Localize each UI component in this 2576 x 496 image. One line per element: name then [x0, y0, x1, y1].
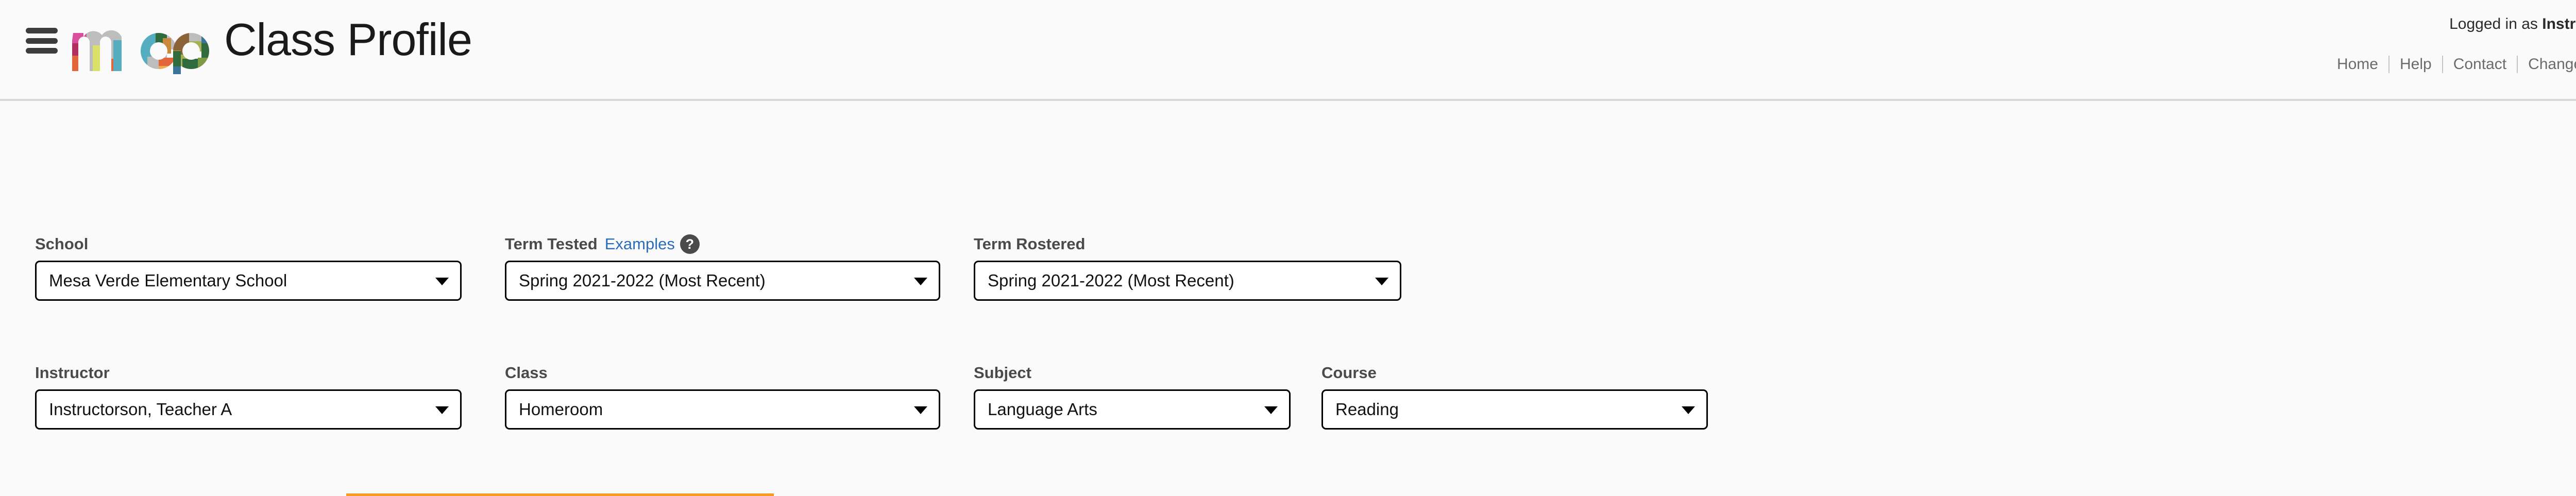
utility-nav: Home Help Contact Change Password Logout	[2327, 56, 2576, 73]
subject-select-value: Language Arts	[988, 400, 1097, 419]
app-header: Class Profile Logged in as Instructorson…	[0, 0, 2576, 101]
hamburger-bar	[26, 28, 58, 33]
hamburger-menu-icon[interactable]	[26, 28, 58, 54]
course-label: Course	[1321, 364, 1377, 382]
chevron-down-icon	[1682, 406, 1695, 414]
map-logo[interactable]	[72, 14, 211, 74]
help-icon[interactable]: ?	[680, 234, 700, 254]
field-class: Class Homeroom	[505, 363, 940, 430]
term-tested-select[interactable]: Spring 2021-2022 (Most Recent)	[505, 261, 940, 301]
chevron-down-icon	[435, 278, 449, 285]
nav-divider	[2517, 56, 2518, 73]
nav-link-home[interactable]: Home	[2336, 56, 2378, 73]
nav-link-contact[interactable]: Contact	[2453, 56, 2507, 73]
chevron-down-icon	[435, 406, 449, 414]
instructor-select-value: Instructorson, Teacher A	[49, 400, 232, 419]
field-course: Course Reading	[1321, 363, 1708, 430]
term-tested-label-text: Term Tested	[505, 235, 598, 253]
subject-select[interactable]: Language Arts	[974, 389, 1291, 430]
chevron-down-icon	[914, 278, 927, 285]
field-subject: Subject Language Arts	[974, 363, 1291, 430]
school-label: School	[35, 235, 89, 253]
instructor-select[interactable]: Instructorson, Teacher A	[35, 389, 462, 430]
hamburger-bar	[26, 48, 58, 54]
term-rostered-select-value: Spring 2021-2022 (Most Recent)	[988, 271, 1234, 290]
nav-link-help[interactable]: Help	[2399, 56, 2432, 73]
nav-divider	[2442, 56, 2443, 73]
field-term-rostered: Term Rostered Spring 2021-2022 (Most Rec…	[974, 234, 1401, 301]
field-instructor: Instructor Instructorson, Teacher A	[35, 363, 462, 430]
chevron-down-icon	[1264, 406, 1278, 414]
field-term-tested: Term Tested Examples ? Spring 2021-2022 …	[505, 234, 940, 301]
logged-in-status: Logged in as Instructorson, Teacher A	[2449, 15, 2576, 33]
term-rostered-select[interactable]: Spring 2021-2022 (Most Recent)	[974, 261, 1401, 301]
examples-link[interactable]: Examples	[604, 235, 675, 253]
term-tested-label: Term Tested Examples ?	[505, 234, 940, 254]
instructor-label: Instructor	[35, 364, 110, 382]
chevron-down-icon	[1375, 278, 1388, 285]
school-select[interactable]: Mesa Verde Elementary School	[35, 261, 462, 301]
class-label: Class	[505, 364, 548, 382]
class-select-value: Homeroom	[519, 400, 603, 419]
hamburger-bar	[26, 38, 58, 44]
nav-divider	[2388, 56, 2389, 73]
field-school: School Mesa Verde Elementary School	[35, 234, 462, 301]
logo-letter-m	[72, 30, 122, 72]
class-select[interactable]: Homeroom	[505, 389, 940, 430]
logo-letter-p-stem	[173, 51, 181, 74]
subject-label: Subject	[974, 364, 1031, 382]
chevron-down-icon	[914, 406, 927, 414]
school-select-value: Mesa Verde Elementary School	[49, 271, 287, 290]
course-select[interactable]: Reading	[1321, 389, 1708, 430]
term-rostered-label: Term Rostered	[974, 235, 1086, 253]
page-title: Class Profile	[224, 14, 472, 65]
logged-in-user: Instructorson, Teacher A	[2542, 15, 2576, 32]
term-tested-select-value: Spring 2021-2022 (Most Recent)	[519, 271, 766, 290]
course-select-value: Reading	[1335, 400, 1399, 419]
logged-in-prefix: Logged in as	[2449, 15, 2538, 32]
nav-link-change-password[interactable]: Change Password	[2528, 56, 2576, 73]
default-selection-highlight: Make this my default selection	[346, 493, 774, 496]
logo-letter-a	[141, 33, 177, 69]
